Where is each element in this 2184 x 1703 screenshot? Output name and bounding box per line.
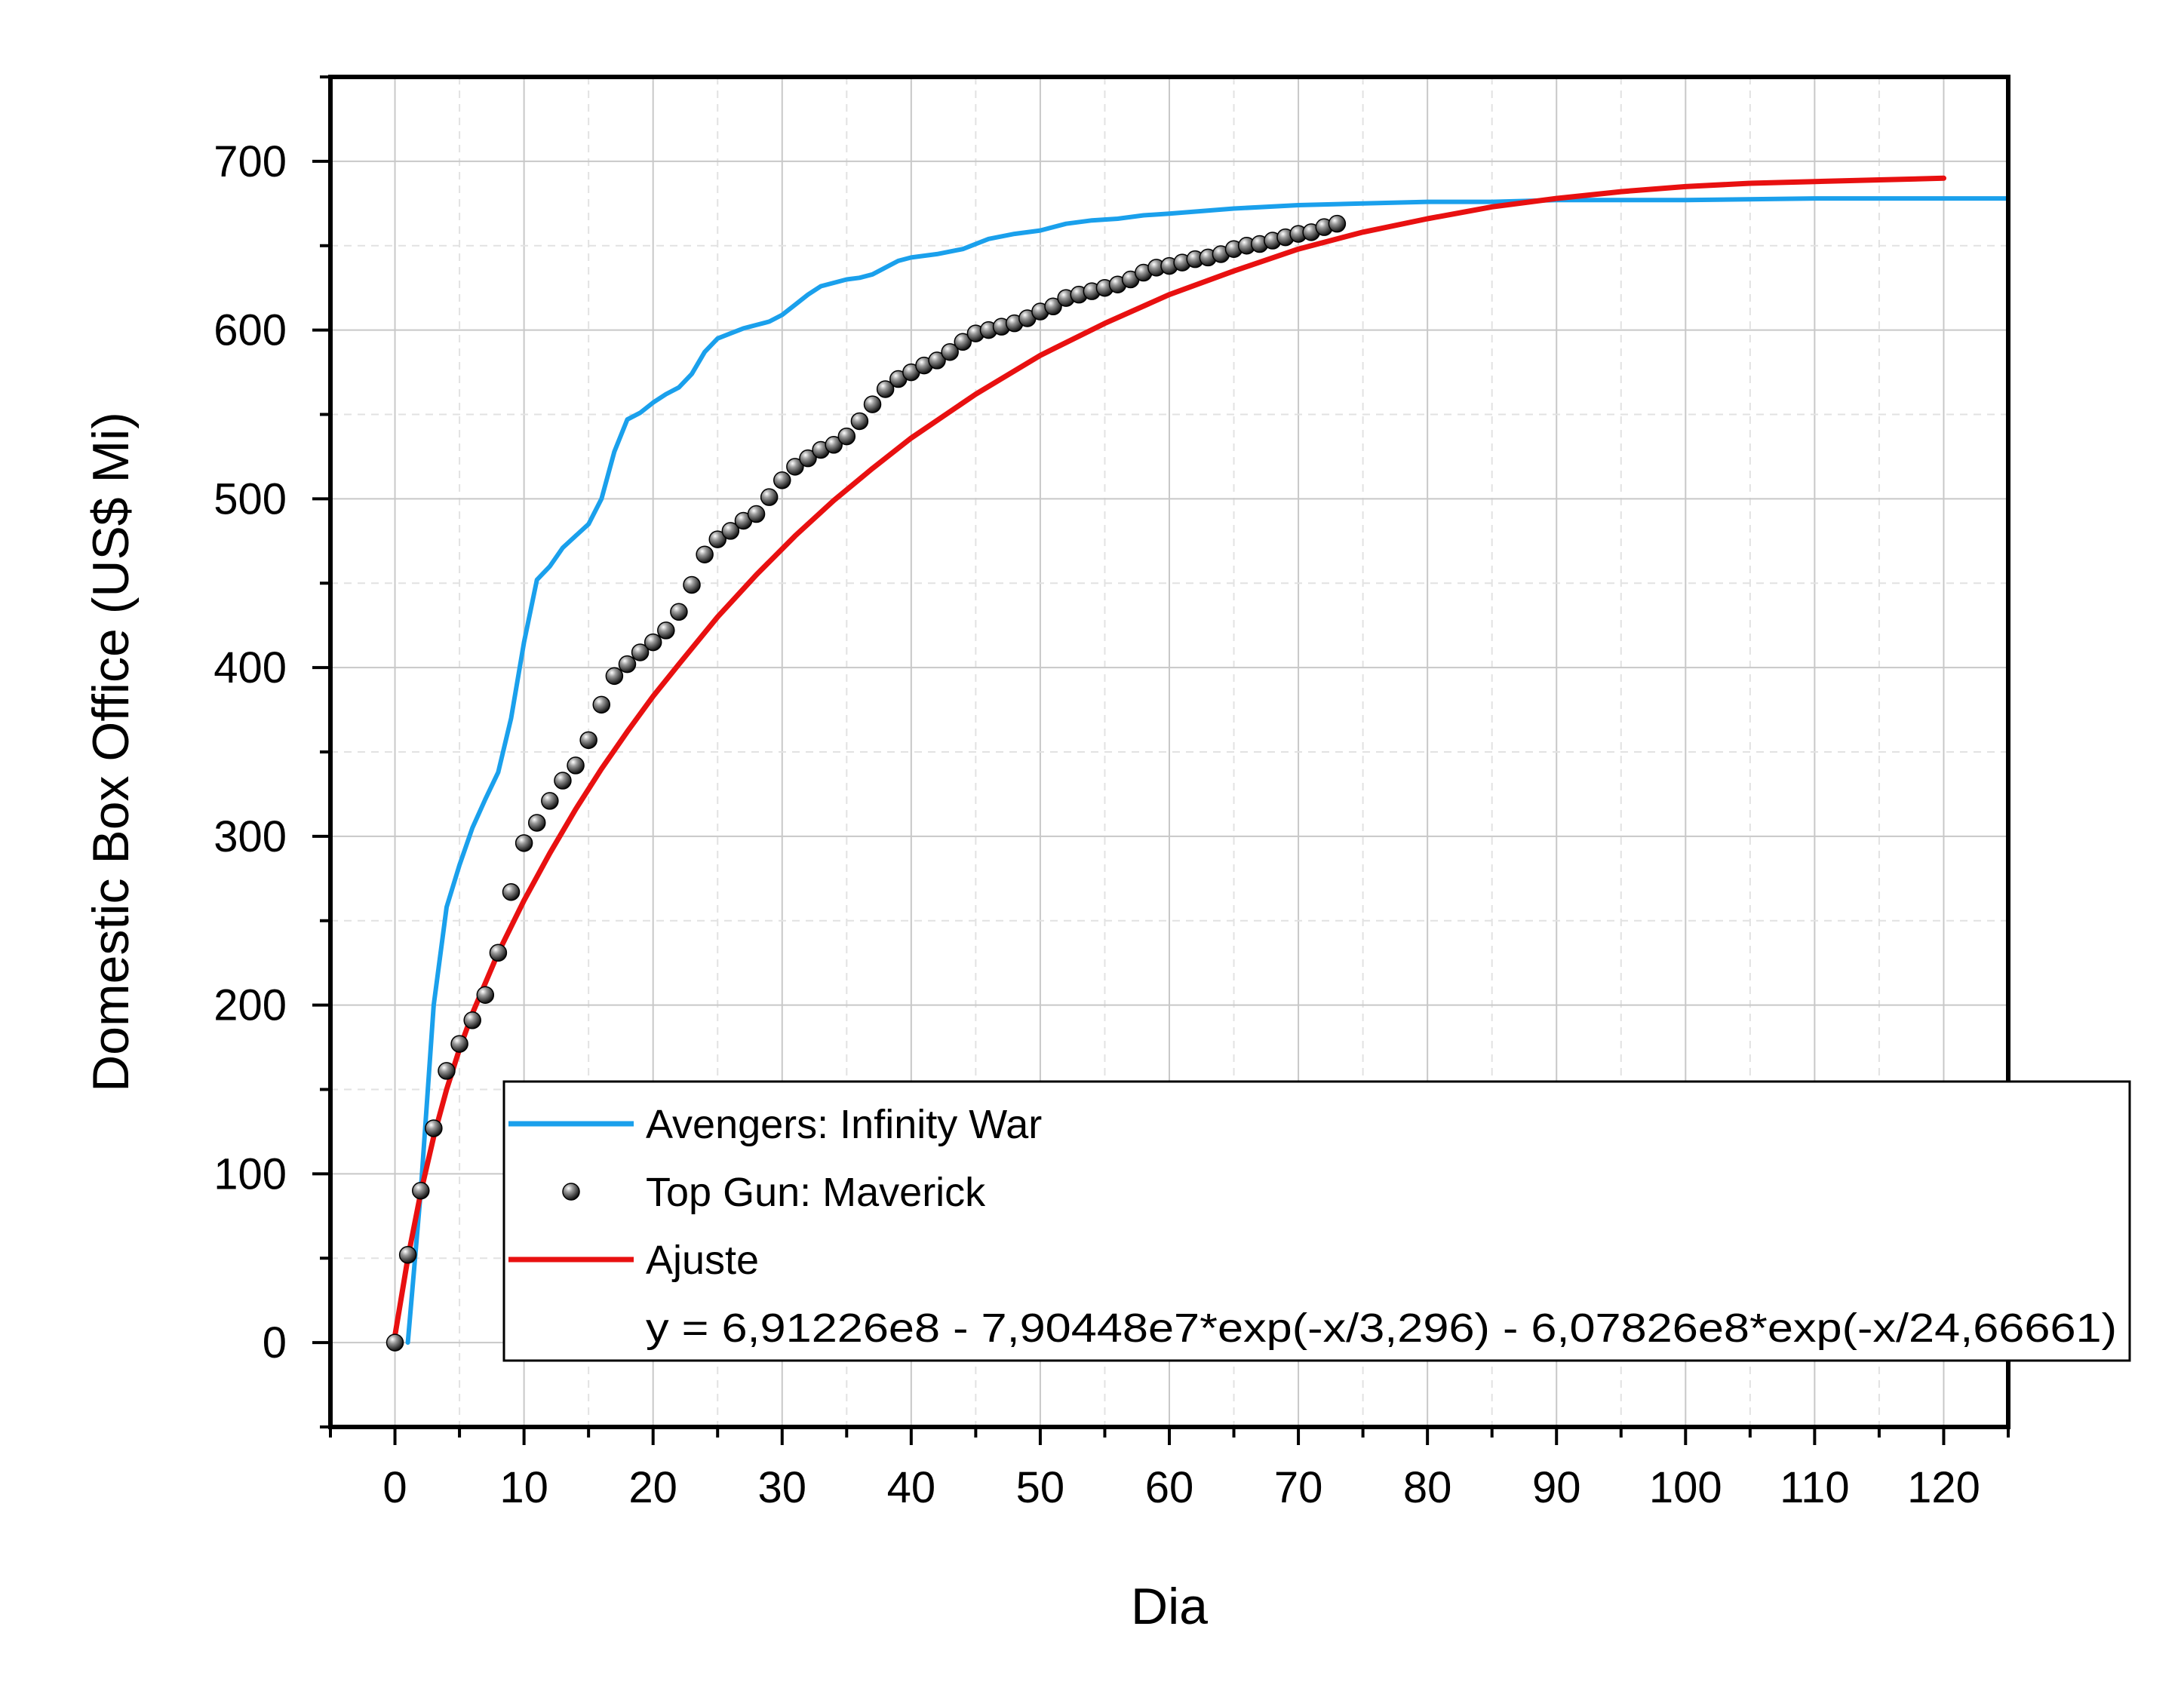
data-point-top-gun (579, 731, 597, 750)
data-point-top-gun (954, 333, 972, 351)
data-point-top-gun (527, 814, 546, 832)
data-point-top-gun (644, 633, 662, 652)
fit-equation: y = 6,91226e8 - 7,90448e7*exp(-x/3,296) … (646, 1306, 2117, 1351)
x-tick-label: 100 (1649, 1463, 1722, 1512)
y-tick-label: 400 (213, 643, 287, 692)
data-point-top-gun (541, 792, 559, 810)
data-point-top-gun (850, 412, 869, 431)
data-point-top-gun (592, 695, 611, 714)
data-point-top-gun (747, 505, 766, 523)
data-point-top-gun (670, 603, 688, 621)
legend-label-avengers: Avengers: Infinity War (646, 1102, 1042, 1147)
data-point-top-gun (386, 1333, 404, 1352)
x-tick-label: 90 (1532, 1463, 1581, 1512)
data-point-top-gun (515, 834, 533, 852)
y-axis-title: Domestic Box Office (US$ Mi) (82, 412, 140, 1092)
data-point-top-gun (786, 458, 804, 476)
x-tick-label: 70 (1274, 1463, 1323, 1512)
data-point-top-gun (489, 944, 508, 962)
data-point-top-gun (398, 1246, 417, 1264)
legend-label-top-gun: Top Gun: Maverick (646, 1170, 986, 1215)
y-tick-label: 600 (213, 306, 287, 355)
x-axis-title: Dia (1131, 1578, 1208, 1635)
x-tick-label: 10 (499, 1463, 548, 1512)
y-tick-label: 300 (213, 812, 287, 861)
data-point-top-gun (605, 667, 624, 686)
data-point-top-gun (760, 488, 779, 506)
legend-label-ajuste: Ajuste (646, 1238, 759, 1283)
data-point-top-gun (863, 395, 882, 413)
data-point-top-gun (683, 575, 701, 594)
data-point-top-gun (567, 756, 585, 775)
data-point-top-gun (708, 530, 726, 548)
data-point-top-gun (463, 1011, 481, 1029)
y-tick-label: 500 (213, 474, 287, 523)
data-point-top-gun (928, 351, 946, 370)
x-tick-label: 40 (887, 1463, 936, 1512)
data-point-top-gun (773, 471, 791, 489)
data-point-top-gun (412, 1182, 430, 1200)
data-point-top-gun (438, 1062, 456, 1080)
y-tick-label: 0 (263, 1318, 287, 1367)
y-tick-label: 700 (213, 137, 287, 186)
data-point-top-gun (450, 1035, 468, 1053)
x-tick-label: 20 (628, 1463, 677, 1512)
x-tick-label: 80 (1403, 1463, 1452, 1512)
data-point-top-gun (825, 436, 843, 454)
data-point-top-gun (941, 342, 959, 361)
series-line-avengers (405, 196, 2010, 1346)
data-point-top-gun (476, 986, 495, 1004)
data-point-top-gun (618, 655, 637, 674)
data-point-top-gun (631, 643, 650, 661)
axes: 0 10 20 30 40 50 60 70 80 90 100 110 120 0 100 200 300 40… (213, 75, 2010, 1512)
x-tick-label: 120 (1907, 1463, 1980, 1512)
data-point-top-gun (696, 545, 714, 563)
y-tick-label: 100 (213, 1149, 287, 1198)
legend-swatch-top-gun (562, 1183, 580, 1201)
data-point-top-gun (554, 772, 572, 790)
data-point-top-gun (799, 449, 817, 468)
data-point-top-gun (502, 882, 521, 901)
x-tick-label: 30 (758, 1463, 807, 1512)
legend-box (502, 1080, 2131, 1362)
legend: Avengers: Infinity War Top Gun: Maverick… (502, 1080, 2131, 1362)
series-layer (386, 175, 2010, 1352)
data-point-top-gun (876, 380, 895, 398)
data-point-top-gun (1044, 297, 1062, 316)
data-point-top-gun (425, 1119, 443, 1137)
data-point-top-gun (837, 427, 856, 446)
data-point-top-gun (1328, 214, 1347, 233)
x-tick-label: 0 (382, 1463, 407, 1512)
data-point-top-gun (657, 621, 675, 640)
x-tick-label: 110 (1780, 1463, 1849, 1512)
x-tick-label: 60 (1145, 1463, 1194, 1512)
y-tick-label: 200 (213, 981, 287, 1030)
data-point-top-gun (721, 522, 740, 540)
x-tick-label: 50 (1016, 1463, 1065, 1512)
